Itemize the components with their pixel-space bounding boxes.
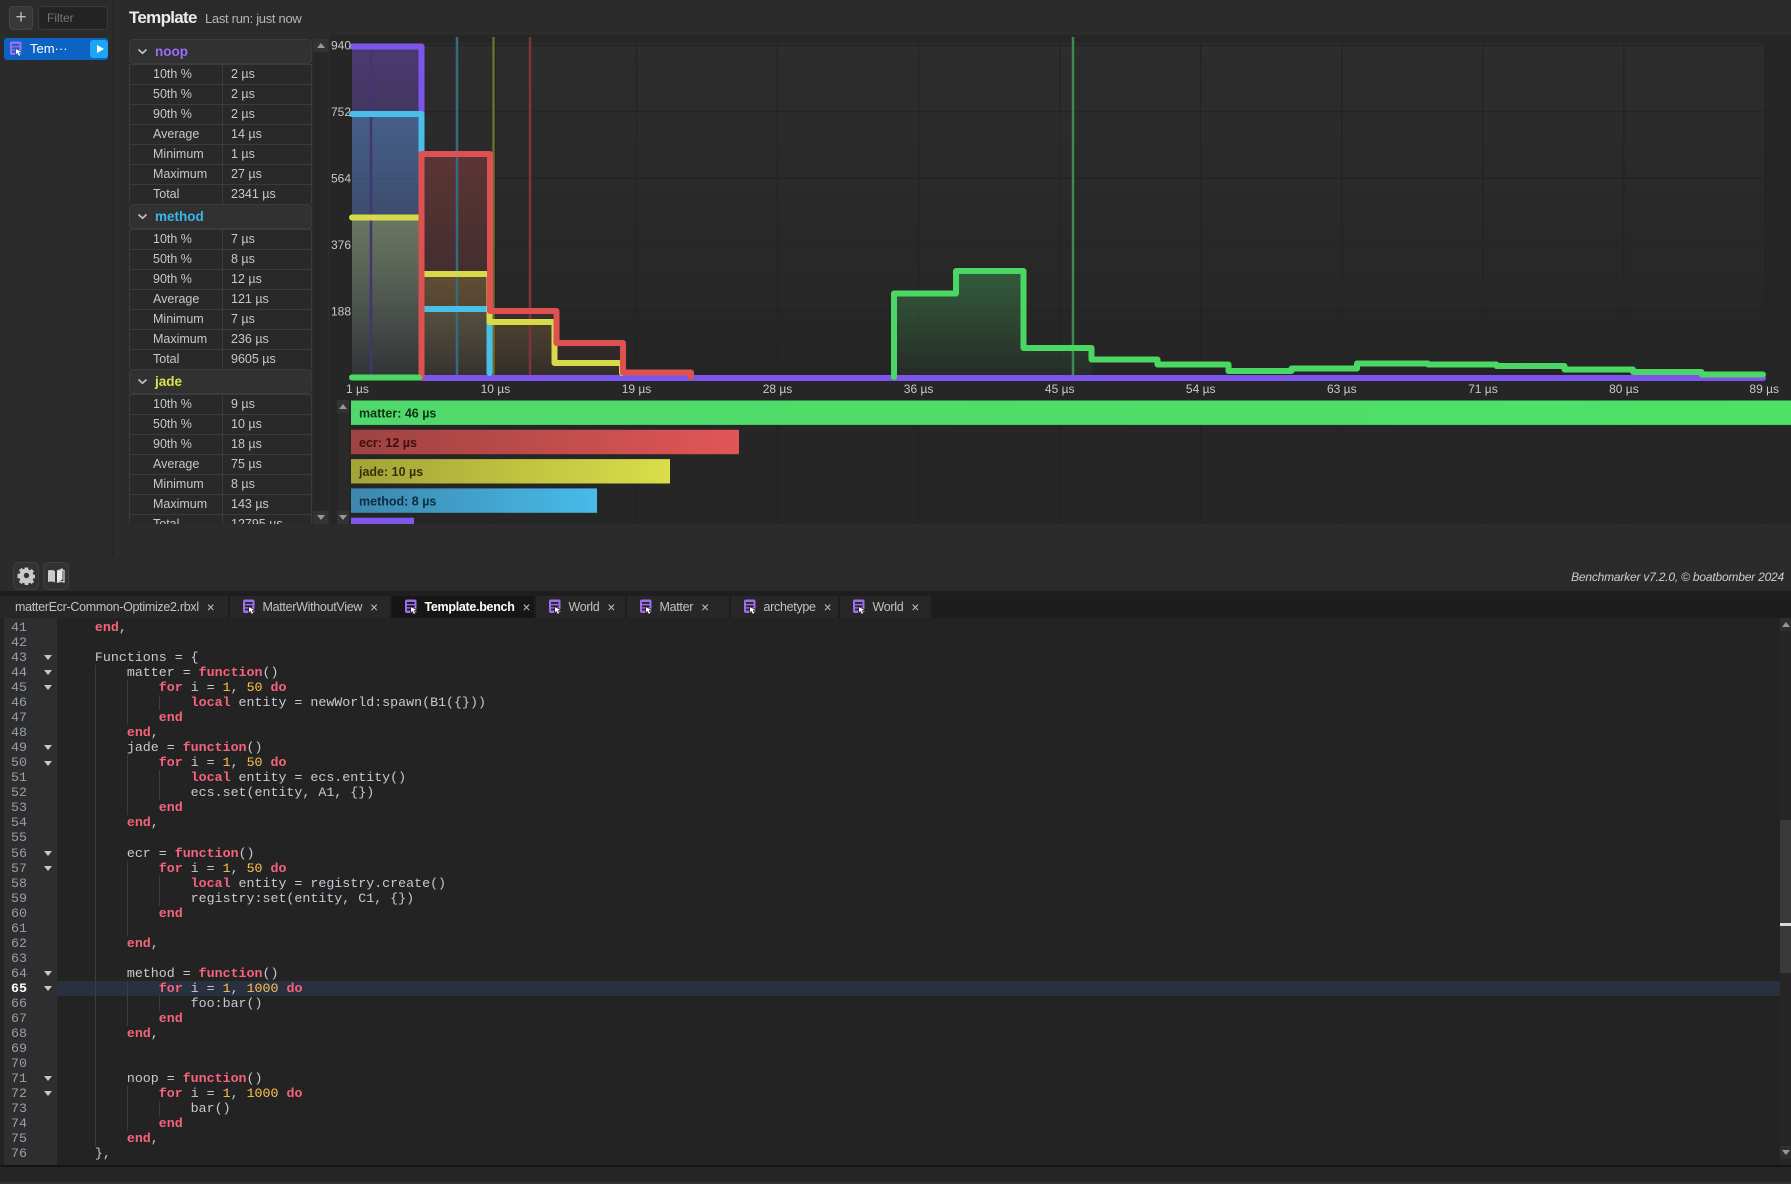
svg-text:19 µs: 19 µs — [622, 382, 652, 396]
svg-text:matter: 46 µs: matter: 46 µs — [359, 407, 436, 421]
svg-text:jade: 10 µs: jade: 10 µs — [358, 465, 423, 479]
svg-text:80 µs: 80 µs — [1609, 382, 1639, 396]
svg-text:28 µs: 28 µs — [763, 382, 793, 396]
svg-text:45 µs: 45 µs — [1045, 382, 1075, 396]
svg-text:564: 564 — [331, 171, 351, 185]
svg-text:10 µs: 10 µs — [481, 382, 511, 396]
svg-text:54 µs: 54 µs — [1186, 382, 1216, 396]
svg-text:36 µs: 36 µs — [904, 382, 934, 396]
svg-text:89 µs: 89 µs — [1749, 382, 1779, 396]
svg-text:71 µs: 71 µs — [1468, 382, 1498, 396]
svg-text:188: 188 — [331, 304, 351, 318]
svg-text:376: 376 — [331, 238, 351, 252]
svg-text:940: 940 — [331, 38, 351, 52]
svg-text:752: 752 — [331, 105, 351, 119]
svg-text:63 µs: 63 µs — [1327, 382, 1357, 396]
svg-text:1 µs: 1 µs — [346, 382, 369, 396]
svg-text:method: 8 µs: method: 8 µs — [359, 494, 436, 508]
svg-text:ecr: 12 µs: ecr: 12 µs — [359, 436, 417, 450]
